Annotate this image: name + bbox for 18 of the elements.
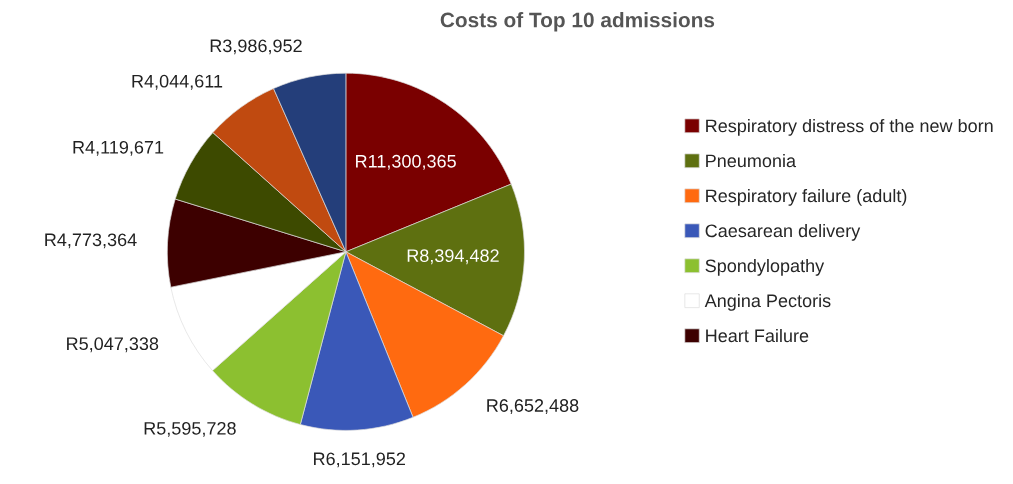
data-label: R8,394,482	[407, 249, 499, 265]
data-label: R11,300,365	[356, 154, 456, 170]
data-label: R5,047,338	[67, 337, 159, 353]
data-label: R3,986,952	[210, 39, 302, 55]
legend-label: Caesarean delivery	[705, 223, 861, 241]
data-label: R6,151,952	[314, 452, 405, 468]
data-label: R4,773,364	[45, 233, 137, 249]
legend-label: Heart Failure	[706, 328, 809, 343]
legend-label: Pneumonia	[706, 153, 797, 168]
data-label: R5,595,728	[144, 421, 236, 437]
chart-title: Costs of Top 10 admissions	[440, 12, 715, 32]
data-label: R6,652,488	[487, 399, 579, 415]
legend-label: Angina Pectoris	[704, 293, 831, 311]
legend-label: Spondylopathy	[705, 258, 825, 276]
legend-label: Respiratory failure (adult)	[706, 188, 907, 206]
data-label: R4,119,671	[73, 140, 164, 156]
data-label: R4,044,611	[132, 74, 223, 90]
legend-label: Respiratory distress of the new born	[706, 119, 993, 136]
